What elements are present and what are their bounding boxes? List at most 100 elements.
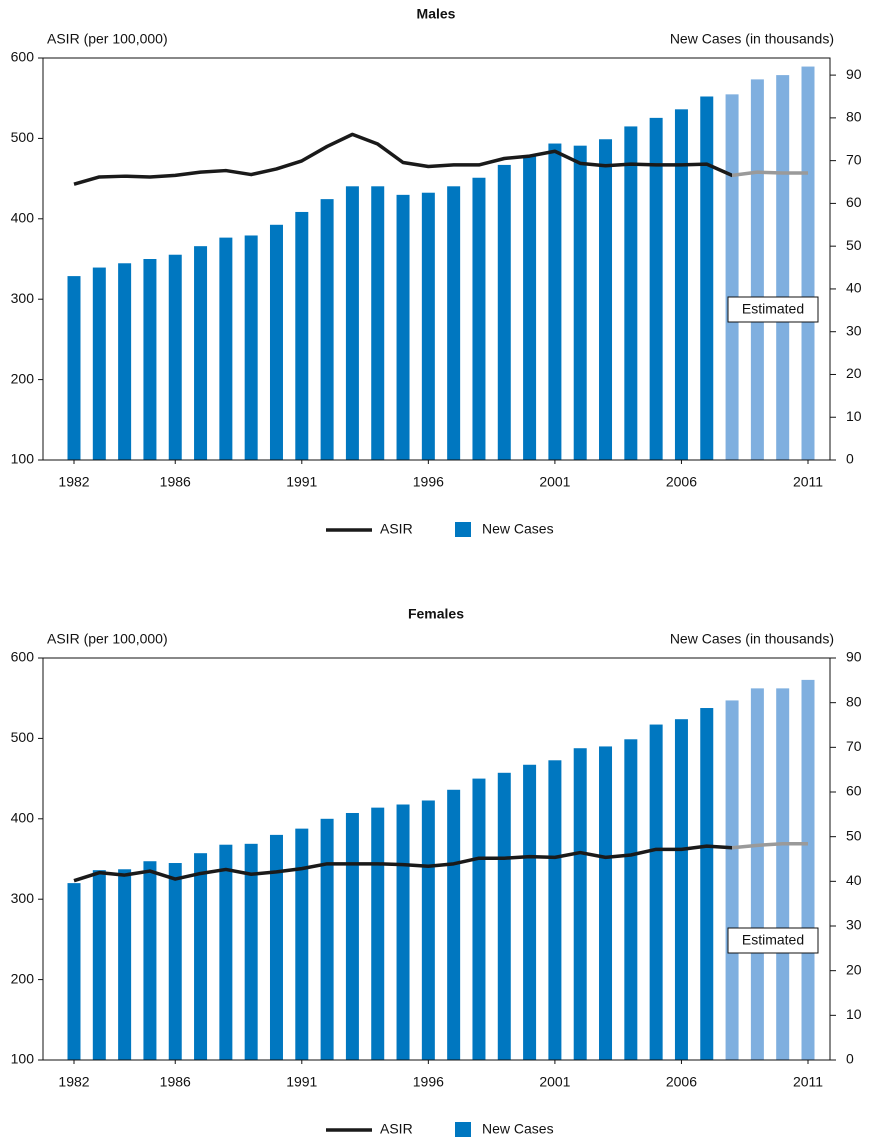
bar xyxy=(801,66,815,460)
x-tick-label: 1982 xyxy=(58,474,89,490)
bar xyxy=(497,772,511,1060)
legend-label: New Cases xyxy=(482,521,554,537)
y2-tick-label: 80 xyxy=(846,693,862,709)
bar xyxy=(295,828,309,1060)
bar xyxy=(396,194,410,460)
y-tick-label: 600 xyxy=(11,649,35,665)
bar xyxy=(447,186,461,461)
y2-tick-label: 90 xyxy=(846,66,862,82)
legend-label: ASIR xyxy=(380,1121,413,1137)
x-tick-label: 2011 xyxy=(793,1074,823,1090)
bar xyxy=(674,719,688,1060)
bar xyxy=(725,700,739,1060)
bar xyxy=(67,883,81,1060)
bar xyxy=(371,186,385,461)
bar xyxy=(776,688,790,1060)
y2-tick-label: 20 xyxy=(846,365,862,381)
legend-swatch xyxy=(455,522,471,537)
x-tick-label: 2006 xyxy=(666,474,697,490)
y2-tick-label: 90 xyxy=(846,649,862,665)
bar xyxy=(295,211,309,460)
bar xyxy=(219,844,233,1060)
bar xyxy=(649,724,663,1060)
bar xyxy=(345,186,359,461)
bar xyxy=(523,764,537,1060)
y-tick-label: 400 xyxy=(11,210,35,226)
y2-tick-label: 30 xyxy=(846,322,862,338)
y2-tick-label: 70 xyxy=(846,151,862,167)
legend-label: ASIR xyxy=(380,521,413,537)
y2-tick-label: 70 xyxy=(846,738,862,754)
x-tick-label: 2001 xyxy=(539,1074,570,1090)
y-tick-label: 200 xyxy=(11,970,35,986)
bar xyxy=(624,126,638,460)
bar xyxy=(143,259,157,460)
y2-tick-label: 60 xyxy=(846,194,862,210)
bar xyxy=(750,79,764,460)
estimated-label: Estimated xyxy=(742,301,804,317)
x-tick-label: 2006 xyxy=(666,1074,697,1090)
x-tick-label: 1982 xyxy=(58,1074,89,1090)
bar xyxy=(269,834,283,1060)
chart-title: Females xyxy=(408,606,464,622)
y2-axis-label: New Cases (in thousands) xyxy=(670,31,834,47)
bar xyxy=(421,800,435,1060)
y-tick-label: 600 xyxy=(11,49,35,65)
y-axis-label: ASIR (per 100,000) xyxy=(47,31,168,47)
plot-frame xyxy=(42,57,831,461)
y-tick-label: 300 xyxy=(11,290,35,306)
bar xyxy=(548,143,562,460)
y2-tick-label: 0 xyxy=(846,1051,854,1067)
bar xyxy=(345,812,359,1060)
bar xyxy=(320,818,334,1060)
x-tick-label: 1986 xyxy=(160,1074,191,1090)
bar xyxy=(674,109,688,460)
bar xyxy=(168,254,182,460)
bar xyxy=(497,164,511,460)
bar xyxy=(320,199,334,460)
x-tick-label: 1996 xyxy=(413,474,444,490)
y-axis-label: ASIR (per 100,000) xyxy=(47,631,168,647)
bar xyxy=(396,804,410,1060)
bar xyxy=(447,789,461,1060)
bar xyxy=(219,237,233,460)
bar xyxy=(92,870,106,1060)
legend-label: New Cases xyxy=(482,1121,554,1137)
x-tick-label: 1986 xyxy=(160,474,191,490)
bar xyxy=(573,145,587,460)
bar xyxy=(700,96,714,460)
bar xyxy=(118,869,132,1060)
bar xyxy=(67,276,81,460)
bar xyxy=(472,778,486,1060)
y2-tick-label: 20 xyxy=(846,961,862,977)
bar xyxy=(118,263,132,460)
bar xyxy=(624,739,638,1060)
bar xyxy=(573,748,587,1060)
y2-tick-label: 30 xyxy=(846,917,862,933)
bar xyxy=(194,853,208,1060)
estimated-box xyxy=(727,927,819,954)
bar xyxy=(599,139,613,461)
estimated-box xyxy=(727,296,819,323)
y-tick-label: 500 xyxy=(11,729,35,745)
y2-tick-label: 10 xyxy=(846,408,862,424)
bar xyxy=(700,708,714,1060)
bar xyxy=(371,807,385,1060)
bar xyxy=(472,177,486,460)
asir-line xyxy=(73,841,808,883)
bar xyxy=(269,224,283,460)
bar xyxy=(244,843,258,1060)
y-tick-label: 100 xyxy=(11,1051,35,1067)
y2-tick-label: 60 xyxy=(846,783,862,799)
estimated-label: Estimated xyxy=(742,932,804,948)
x-tick-label: 1991 xyxy=(286,474,317,490)
bar xyxy=(750,688,764,1060)
y-tick-label: 300 xyxy=(11,890,35,906)
plot-frame xyxy=(42,657,831,1061)
asir-line xyxy=(73,132,808,186)
y2-tick-label: 10 xyxy=(846,1006,862,1022)
x-tick-label: 2011 xyxy=(793,474,823,490)
y2-tick-label: 50 xyxy=(846,237,862,253)
